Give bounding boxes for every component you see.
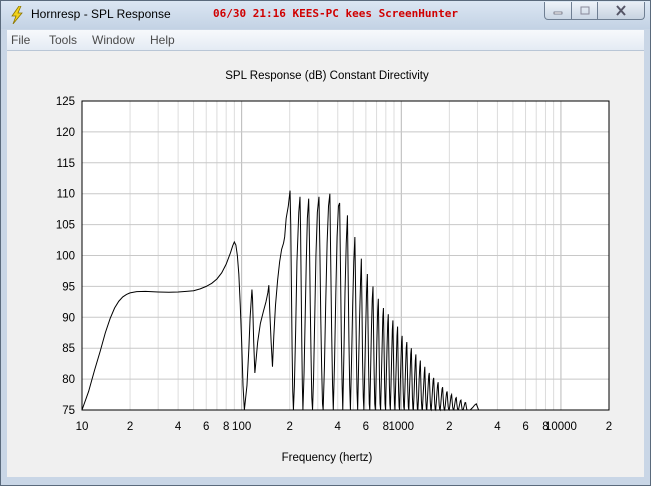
x-tick-label: 6 [363,421,369,433]
minimize-button[interactable] [544,2,572,20]
y-tick-label: 90 [62,312,75,324]
y-tick-label: 120 [56,127,75,139]
x-tick-label: 4 [335,421,342,433]
menu-help[interactable]: Help [150,33,175,47]
y-tick-label: 115 [57,158,75,170]
screen-capture-overlay: 06/30 21:16 KEES-PC kees ScreenHunter [213,7,459,20]
spl-curve [81,190,482,412]
y-tick-label: 80 [62,374,75,386]
y-tick-label: 100 [56,251,75,263]
chart-panel: SPL Response (dB) Constant Directivity 1… [7,51,644,477]
spl-chart: SPL Response (dB) Constant Directivity 1… [56,70,613,464]
y-tick-label: 105 [56,220,75,232]
x-tick-label: 6 [203,421,209,433]
x-tick-label: 6 [522,421,528,433]
menu-bar: File Tools Window Help [7,30,644,51]
chart-title: SPL Response (dB) Constant Directivity [225,70,429,82]
x-tick-label: 1000 [388,421,414,433]
menu-file[interactable]: File [11,33,31,47]
x-tick-label: 2 [127,421,133,433]
window-title: Hornresp - SPL Response [31,7,171,21]
x-tick-label: 100 [232,421,251,433]
x-tick-label: 8 [223,421,229,433]
grid [82,101,609,410]
maximize-button[interactable] [571,2,598,20]
close-icon [616,5,626,16]
y-tick-label: 125 [56,96,75,108]
y-tick-label: 110 [57,189,75,201]
title-bar[interactable]: Hornresp - SPL Response 06/30 21:16 KEES… [1,1,650,29]
y-tick-label: 85 [62,343,75,355]
close-button[interactable] [597,2,645,20]
x-tick-label: 8 [542,421,548,433]
x-tick-label: 2 [446,421,452,433]
plot-frame [81,100,610,411]
x-tick-label: 8 [383,421,389,433]
menu-window[interactable]: Window [92,33,135,47]
x-tick-label: 2 [287,421,293,433]
x-tick-label: 10 [76,421,89,433]
menu-tools[interactable]: Tools [49,33,78,47]
x-tick-label: 4 [175,421,182,433]
x-tick-label: 4 [494,421,501,433]
y-tick-label: 75 [62,405,75,417]
x-axis-title: Frequency (hertz) [282,452,373,464]
lightning-bolt-icon [11,6,23,24]
minimize-icon [553,11,563,14]
maximize-icon [580,6,589,15]
x-tick-label: 10000 [545,421,577,433]
x-tick-label: 2 [606,421,612,433]
y-axis-labels: 125 120 115 110 105 100 95 90 85 80 75 [56,96,75,417]
y-tick-label: 95 [62,281,75,293]
